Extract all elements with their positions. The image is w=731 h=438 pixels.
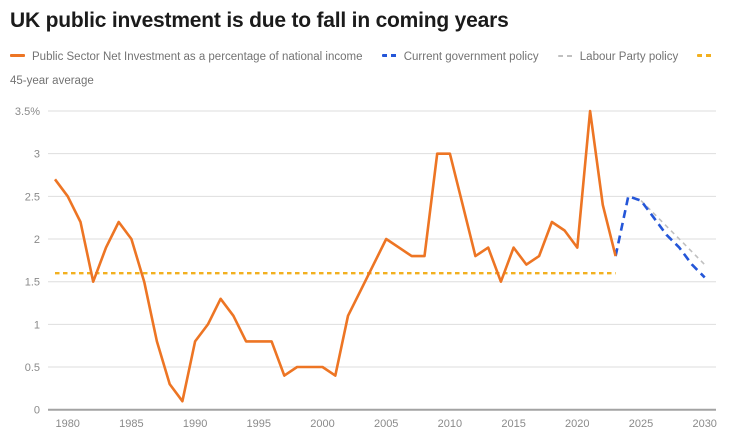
x-axis-tick-label: 2015 — [501, 418, 525, 430]
legend-label-government-policy: Current government policy — [403, 51, 539, 63]
x-axis-tick-label: 2030 — [692, 418, 716, 430]
chart-title: UK public investment is due to fall in c… — [10, 9, 509, 32]
legend-item-labour-policy: Labour Party policy — [557, 51, 679, 63]
average-line-swatch — [697, 54, 713, 57]
chart-card: { "title": "UK public investment is due … — [0, 8, 731, 438]
legend-label-average: 45-year average — [10, 75, 94, 87]
y-axis-tick-label: 1.5 — [25, 277, 40, 289]
x-axis-tick-label: 2010 — [438, 418, 462, 430]
legend-item-government-policy: Current government policy — [381, 51, 539, 63]
legend-label-labour-policy: Labour Party policy — [579, 51, 679, 63]
x-axis-tick-label: 2025 — [629, 418, 653, 430]
current-government-policy-line — [614, 195, 706, 279]
x-axis-tick-label: 1995 — [247, 418, 271, 430]
y-axis-tick-label: 0.5 — [25, 362, 40, 374]
government-policy-line-swatch — [381, 54, 397, 57]
y-axis-tick-label: 3.5% — [15, 106, 40, 118]
y-axis-tick-label: 1 — [34, 319, 40, 331]
chart-plot: 3.5% 3 2.5 2 1.5 1 0.5 0 1980 1985 1990 1995 2000 200… — [15, 106, 717, 430]
psni-line-swatch — [10, 54, 25, 57]
y-axis-tick-label: 3 — [34, 149, 40, 161]
labour-party-policy-line — [640, 200, 706, 266]
y-axis-tick-label: 0 — [34, 405, 40, 417]
x-axis-tick-label: 2020 — [565, 418, 589, 430]
legend-label-psni: Public Sector Net Investment as a percen… — [32, 51, 363, 63]
x-axis-tick-label: 1985 — [119, 418, 143, 430]
legend-item-average: 45-year average — [10, 51, 719, 87]
y-axis-tick-label: 2 — [34, 234, 40, 246]
x-axis-tick-label: 1980 — [55, 418, 79, 430]
legend-item-psni: Public Sector Net Investment as a percen… — [10, 51, 363, 63]
x-axis-tick-label: 2000 — [310, 418, 334, 430]
legend: Public Sector Net Investment as a percen… — [10, 45, 722, 93]
x-axis-tick-label: 2005 — [374, 418, 398, 430]
y-axis-tick-label: 2.5 — [25, 191, 40, 203]
psni-line — [53, 109, 617, 403]
x-axis-tick-label: 1990 — [183, 418, 207, 430]
labour-policy-line-swatch — [557, 55, 573, 57]
